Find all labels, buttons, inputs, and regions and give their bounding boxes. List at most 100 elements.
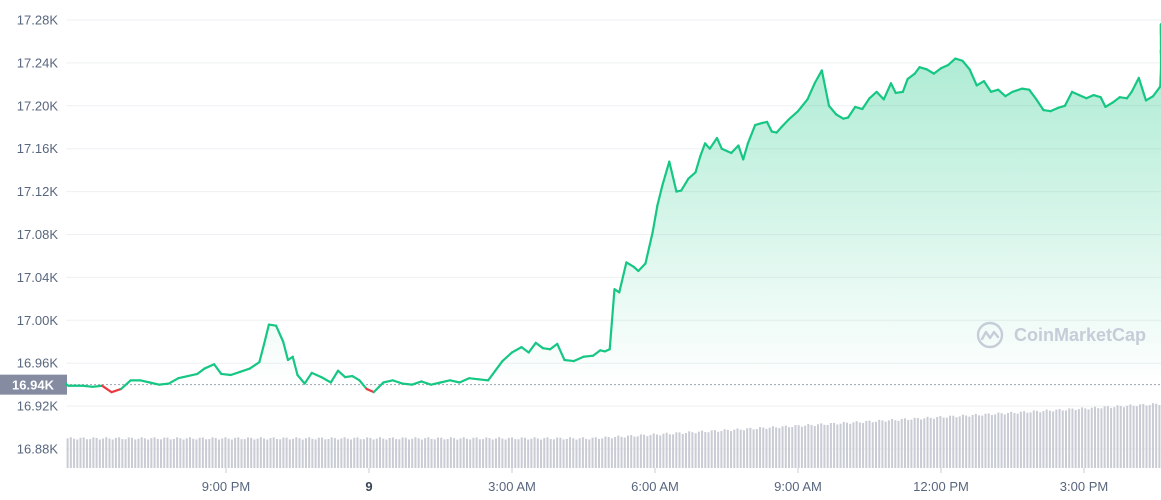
volume-bar — [494, 438, 497, 468]
volume-bar — [498, 437, 501, 468]
volume-bar — [849, 423, 852, 468]
volume-bar — [945, 417, 948, 468]
volume-bar — [414, 437, 417, 468]
volume-bar — [552, 439, 555, 468]
volume-bar — [845, 422, 849, 468]
volume-bar — [704, 432, 707, 468]
volume-bar — [990, 415, 993, 468]
volume-bar — [781, 426, 784, 468]
price-line-segment — [875, 90, 885, 101]
volume-bar — [1106, 406, 1109, 468]
volume-bar — [971, 415, 974, 468]
volume-bar — [617, 435, 620, 468]
volume-bar — [655, 434, 658, 468]
volume-bar — [636, 436, 639, 468]
volume-bar — [263, 438, 266, 468]
volume-bar — [343, 437, 346, 468]
volume-bar — [118, 437, 121, 468]
volume-bar — [1087, 409, 1090, 468]
volume-bar — [833, 422, 836, 468]
price-line-segment — [91, 384, 104, 388]
price-line-segment — [212, 363, 223, 376]
volume-bar — [955, 417, 958, 468]
price-line-segment — [656, 185, 664, 207]
volume-bar — [891, 418, 894, 468]
volume-bar — [205, 439, 208, 468]
volume-bar — [855, 421, 858, 468]
volume-bar — [333, 438, 336, 468]
y-tick-label: 17.08K — [17, 227, 59, 242]
price-line-segment — [827, 104, 838, 116]
volume-bar — [900, 418, 903, 468]
price-line-segment — [947, 57, 957, 67]
price-line-segment — [582, 354, 595, 358]
volume-bar — [327, 438, 330, 468]
volume-bar — [1010, 411, 1013, 468]
price-line-segment — [1070, 90, 1081, 97]
volume-bar — [1035, 410, 1039, 468]
price-line-segment — [487, 369, 497, 382]
volume-bar — [1007, 413, 1010, 468]
volume-bar — [227, 438, 230, 468]
volume-bar — [594, 437, 597, 468]
watermark-text: CoinMarketCap — [1014, 325, 1146, 345]
volume-bar — [543, 438, 546, 468]
volume-bar — [465, 438, 468, 468]
volume-bar — [604, 436, 607, 468]
volume-bar — [179, 438, 182, 468]
volume-bar — [978, 415, 981, 468]
reference-line-group: 16.94K — [0, 374, 1161, 395]
price-line-segment — [541, 347, 552, 351]
price-line-segment — [351, 374, 361, 382]
volume-bar — [353, 437, 356, 468]
volume-bar — [540, 439, 543, 468]
volume-bar — [362, 439, 365, 468]
price-line-segment — [703, 142, 711, 150]
volume-bar — [378, 437, 382, 468]
price-line-segment — [248, 361, 261, 370]
price-line-segment — [1085, 93, 1095, 100]
volume-bar — [153, 437, 156, 468]
volume-bar — [234, 437, 237, 468]
volume-bar — [572, 438, 575, 468]
volume-bar — [369, 437, 372, 468]
volume-bar — [188, 437, 192, 468]
volume-bar — [85, 439, 88, 468]
volume-bar — [275, 439, 278, 468]
price-line-segment — [813, 69, 823, 85]
volume-bar — [217, 439, 220, 468]
volume-bar — [932, 418, 935, 468]
volume-bar — [1110, 407, 1113, 468]
volume-bar — [916, 418, 919, 468]
volume-bar — [581, 437, 584, 468]
price-line-segment — [296, 373, 306, 385]
volume-bar — [456, 439, 459, 468]
x-tick-label: 9:00 PM — [202, 479, 250, 494]
volume-bar — [111, 439, 114, 468]
volume-bar — [771, 426, 774, 468]
volume-bar — [266, 439, 269, 468]
price-line-segment — [439, 379, 452, 384]
volume-bar — [546, 437, 549, 468]
volume-bar — [533, 437, 536, 468]
price-line-segment — [868, 90, 878, 100]
volume-bar — [346, 438, 349, 468]
price-line-segment — [81, 384, 94, 388]
volume-bar — [942, 417, 945, 468]
volume-bar — [366, 437, 369, 468]
volume-bar — [150, 438, 153, 468]
volume-bar — [1019, 411, 1022, 468]
volume-bar — [569, 437, 572, 468]
volume-bar — [862, 422, 865, 468]
volume-bar — [549, 438, 552, 468]
volume-bar — [433, 439, 436, 468]
price-line-segment — [310, 371, 323, 379]
volume-bar — [1003, 414, 1006, 468]
price-line-segment — [158, 382, 170, 386]
volume-bar — [804, 425, 807, 468]
volume-bar — [317, 437, 320, 468]
volume-bar — [1042, 411, 1045, 468]
volume-bar — [620, 436, 623, 468]
volume-bar — [147, 439, 150, 468]
volume-bar — [124, 439, 127, 468]
